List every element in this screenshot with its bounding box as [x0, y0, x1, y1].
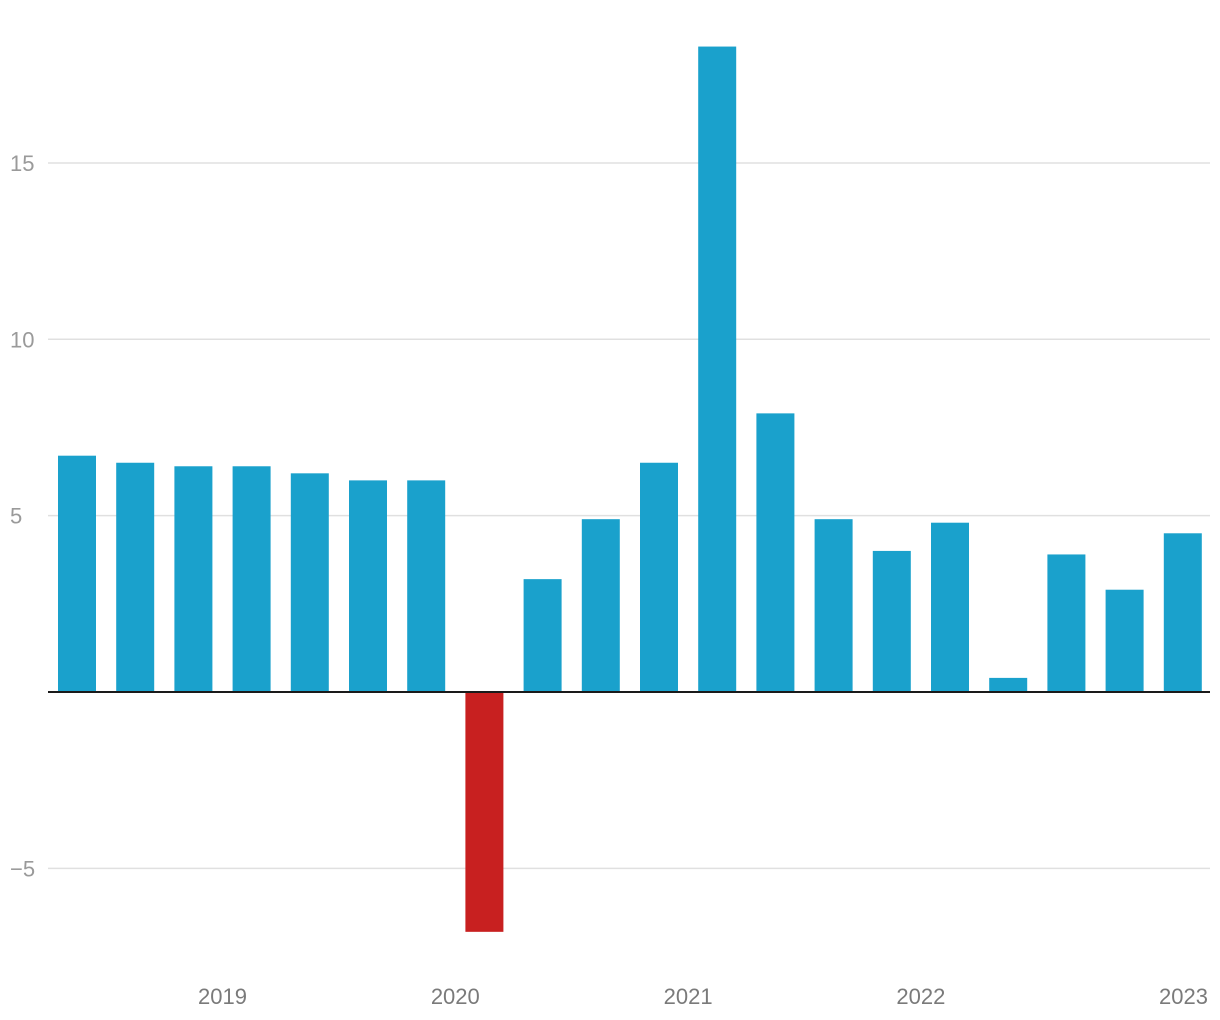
x-tick-label: 2019: [198, 984, 247, 1009]
gridlines: [48, 162, 1210, 870]
bar: [989, 677, 1028, 692]
bar: [581, 519, 620, 692]
bar: [1105, 589, 1144, 692]
bar: [407, 480, 446, 692]
bar: [1163, 533, 1202, 692]
x-tick-label: 2023: [1159, 984, 1208, 1009]
bar: [58, 455, 96, 692]
y-tick-label: 10: [10, 327, 34, 352]
y-tick-label: −5: [10, 856, 35, 881]
bar: [116, 462, 155, 692]
bar: [523, 579, 562, 692]
bar: [756, 413, 795, 692]
y-axis-ticks: −5 5 10 15: [10, 151, 35, 881]
bar: [349, 480, 387, 692]
bar: [174, 466, 213, 692]
bar: [814, 519, 853, 692]
bar: [931, 522, 969, 692]
bar: [465, 692, 504, 932]
y-tick-label: 5: [10, 504, 22, 529]
bar: [232, 466, 271, 692]
x-axis-ticks: 2019 2020 2021 2022 2023: [198, 984, 1208, 1009]
x-tick-label: 2021: [664, 984, 713, 1009]
x-tick-label: 2020: [431, 984, 480, 1009]
x-tick-label: 2022: [896, 984, 945, 1009]
bar: [290, 473, 329, 692]
bar: [640, 462, 678, 692]
bars: [58, 46, 1202, 932]
bar: [1047, 554, 1086, 692]
bar: [698, 46, 737, 692]
bar: [872, 550, 911, 692]
y-tick-label: 15: [10, 151, 34, 176]
